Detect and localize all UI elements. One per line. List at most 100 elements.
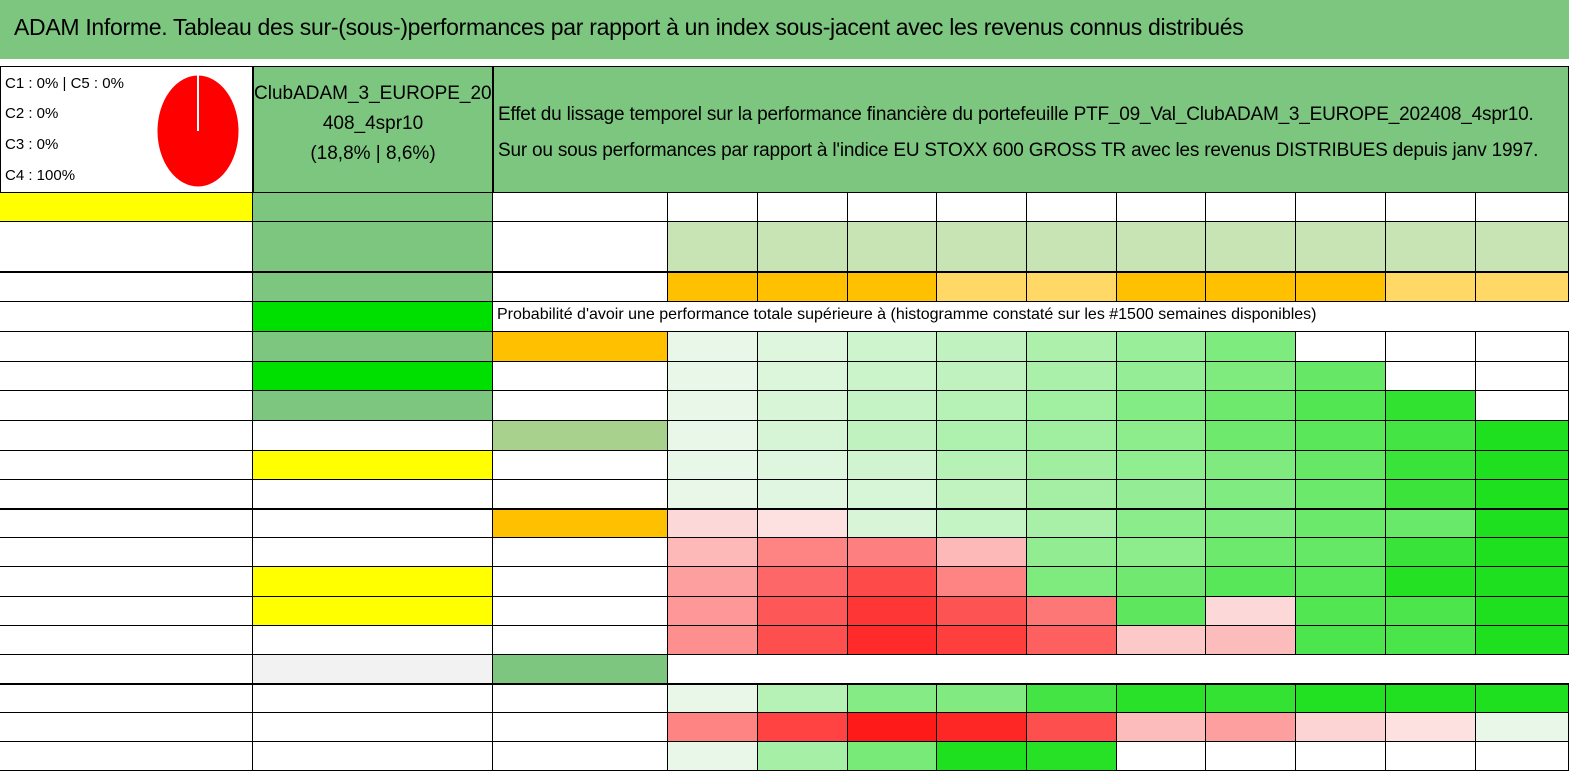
probability-value	[1386, 362, 1476, 391]
vol-lt	[253, 509, 493, 538]
probability-value	[1117, 480, 1206, 509]
probability-value	[848, 391, 937, 421]
probability-value	[1206, 567, 1296, 597]
maximum-label	[493, 742, 668, 771]
minimum-value	[937, 713, 1027, 742]
probability-level	[493, 597, 668, 626]
minimum-value	[1117, 713, 1206, 742]
probability-value	[1386, 480, 1476, 509]
probability-value	[937, 391, 1027, 421]
vol-value	[1206, 272, 1296, 302]
probability-value	[848, 451, 937, 480]
maximum-value	[937, 742, 1027, 771]
probability-value	[1386, 332, 1476, 362]
probability-value	[668, 332, 758, 362]
minimum-value	[668, 713, 758, 742]
year-header	[848, 193, 937, 222]
probability-value	[937, 626, 1027, 655]
portfolio-type	[253, 222, 493, 272]
probability-value	[758, 391, 848, 421]
note-adam	[253, 567, 493, 597]
probability-title-row	[493, 302, 1569, 332]
vol-value	[1117, 272, 1206, 302]
probability-level	[493, 626, 668, 655]
probability-value	[1027, 480, 1117, 509]
minimum-value	[758, 713, 848, 742]
rend-label	[493, 222, 668, 272]
vol-value	[1296, 272, 1386, 302]
dividende-value	[253, 302, 493, 332]
probability-value	[1296, 451, 1386, 480]
compar-index-label	[253, 332, 493, 362]
probability-value	[848, 421, 937, 451]
probability-value	[668, 421, 758, 451]
pie-legend-c1-c5: C1 : 0% | C5 : 0%	[5, 75, 124, 92]
probability-value	[1476, 451, 1569, 480]
rend-value	[758, 222, 848, 272]
probability-value	[1206, 509, 1296, 538]
portfolio-name-panel: ClubADAM_3_EUROPE_202 408_4spr10 (18,8% …	[253, 66, 502, 193]
probability-value	[1386, 391, 1476, 421]
maximum-value	[848, 742, 937, 771]
minimum-label	[493, 713, 668, 742]
probability-value	[1296, 567, 1386, 597]
maximum-value	[1296, 742, 1386, 771]
positives-value	[1117, 684, 1206, 713]
row-separator	[0, 683, 1569, 685]
minimum-value	[1296, 713, 1386, 742]
probability-value	[668, 362, 758, 391]
rend-value	[1296, 222, 1386, 272]
probability-level	[493, 421, 668, 451]
holding-row	[0, 391, 253, 421]
probability-level	[493, 451, 668, 480]
probability-level	[493, 538, 668, 567]
probability-value	[1476, 421, 1569, 451]
rend-lt	[253, 480, 493, 509]
maximum-value	[1206, 742, 1296, 771]
probability-value	[1206, 626, 1296, 655]
empty-cell	[0, 567, 253, 597]
probability-value	[758, 509, 848, 538]
probability-value	[937, 480, 1027, 509]
zone-label	[253, 193, 493, 222]
probability-value	[668, 509, 758, 538]
separator-cell	[668, 655, 1569, 684]
rend-value	[668, 222, 758, 272]
regularite	[253, 742, 493, 771]
minimum-value	[1206, 713, 1296, 742]
probability-value	[937, 538, 1027, 567]
probability-title: Probabilité d'avoir une performance tota…	[497, 306, 1317, 323]
probability-value	[937, 509, 1027, 538]
probability-value	[1027, 421, 1117, 451]
probability-value	[848, 538, 937, 567]
pie-legend-c4: C4 : 100%	[5, 167, 76, 184]
pie-legend-c3: C3 : 0%	[5, 136, 59, 153]
empty-cell	[0, 538, 253, 567]
year-header	[1117, 193, 1206, 222]
probability-value	[1296, 480, 1386, 509]
probability-value	[668, 597, 758, 626]
probability-value	[1206, 538, 1296, 567]
probability-value	[668, 567, 758, 597]
probability-value	[1206, 451, 1296, 480]
year-header	[1296, 193, 1386, 222]
vol-value	[758, 272, 848, 302]
probability-value	[1027, 509, 1117, 538]
probability-value	[758, 362, 848, 391]
probability-value	[1296, 597, 1386, 626]
probability-value	[668, 538, 758, 567]
holding-row	[0, 302, 253, 332]
holding-row	[0, 421, 253, 451]
probability-value	[848, 567, 937, 597]
probability-value	[937, 597, 1027, 626]
probability-value	[758, 567, 848, 597]
positives-value	[1386, 684, 1476, 713]
holding-row	[0, 362, 253, 391]
probability-value	[1117, 538, 1206, 567]
probability-value	[1206, 421, 1296, 451]
portfolio-perf-summary: (18,8% | 8,6%)	[310, 143, 436, 164]
probability-value	[1296, 538, 1386, 567]
year-header	[758, 193, 848, 222]
probability-level	[493, 480, 668, 509]
probability-value	[1027, 332, 1117, 362]
